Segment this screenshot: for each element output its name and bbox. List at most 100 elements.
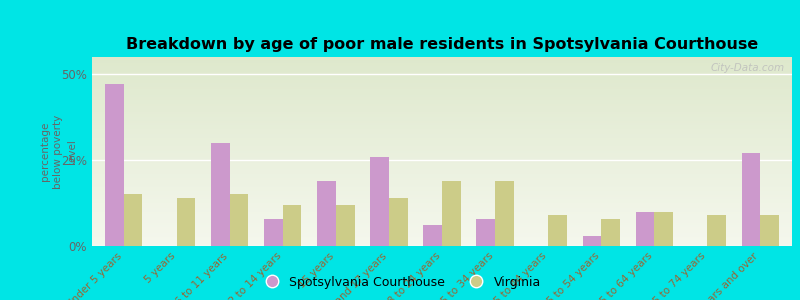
Bar (92, 152, 792, 153)
Bar (92, 199, 792, 201)
Bar (92, 114, 792, 116)
Bar (92, 240, 792, 242)
Bar (92, 136, 792, 138)
Bar (92, 91, 792, 93)
Bar (318, 181, 336, 246)
Bar (92, 202, 792, 204)
Bar (92, 102, 792, 104)
Bar (92, 78, 792, 80)
Title: Breakdown by age of poor male residents in Spotsylvania Courthouse: Breakdown by age of poor male residents … (126, 37, 758, 52)
Bar (92, 170, 792, 172)
Bar (92, 169, 792, 170)
Bar (92, 242, 792, 244)
Bar (92, 176, 792, 178)
Bar (92, 64, 792, 66)
Bar (92, 155, 792, 157)
Bar (92, 218, 792, 220)
Bar (92, 227, 792, 229)
Bar (177, 198, 195, 246)
Bar (92, 112, 792, 114)
Bar (92, 159, 792, 161)
Bar (92, 225, 792, 227)
Bar (92, 125, 792, 127)
Bar (92, 104, 792, 106)
Bar (548, 215, 566, 246)
Bar (92, 76, 792, 78)
Bar (92, 197, 792, 199)
Bar (92, 80, 792, 82)
Bar (92, 189, 792, 191)
Bar (92, 144, 792, 146)
Bar (92, 157, 792, 159)
Bar (92, 163, 792, 165)
Bar (370, 157, 389, 246)
Bar (92, 174, 792, 176)
Bar (92, 212, 792, 214)
Bar (336, 205, 354, 246)
Bar (635, 212, 654, 246)
Bar (92, 108, 792, 110)
Bar (92, 210, 792, 212)
Bar (92, 72, 792, 74)
Bar (92, 165, 792, 167)
Bar (92, 85, 792, 87)
Bar (92, 182, 792, 184)
Bar (92, 74, 792, 76)
Bar (92, 244, 792, 246)
Text: City-Data.com: City-Data.com (711, 63, 785, 73)
Bar (92, 236, 792, 238)
Bar (92, 95, 792, 97)
Bar (92, 150, 792, 152)
Bar (92, 134, 792, 136)
Bar (92, 133, 792, 134)
Bar (389, 198, 407, 246)
Bar (92, 99, 792, 100)
Bar (92, 89, 792, 91)
Bar (92, 57, 792, 59)
Y-axis label: percentage
below poverty
level: percentage below poverty level (40, 114, 77, 189)
Bar (477, 218, 495, 246)
Bar (92, 229, 792, 231)
Bar (92, 66, 792, 68)
Bar (92, 220, 792, 221)
Bar (92, 146, 792, 148)
Bar (92, 235, 792, 236)
Bar (92, 127, 792, 129)
Bar (106, 85, 124, 246)
Bar (92, 216, 792, 218)
Bar (92, 180, 792, 182)
Legend: Spotsylvania Courthouse, Virginia: Spotsylvania Courthouse, Virginia (254, 271, 546, 294)
Bar (495, 181, 514, 246)
Bar (92, 82, 792, 83)
Bar (92, 204, 792, 206)
Bar (442, 181, 461, 246)
Bar (92, 68, 792, 70)
Bar (92, 191, 792, 193)
Bar (92, 138, 792, 140)
Bar (92, 123, 792, 125)
Bar (92, 233, 792, 235)
Bar (92, 231, 792, 233)
Bar (230, 194, 249, 246)
Bar (92, 129, 792, 131)
Bar (92, 208, 792, 210)
Bar (283, 205, 302, 246)
Bar (92, 188, 792, 189)
Bar (211, 143, 230, 246)
Bar (92, 238, 792, 240)
Bar (92, 63, 792, 64)
Bar (92, 153, 792, 155)
Bar (760, 215, 778, 246)
Bar (92, 70, 792, 72)
Bar (92, 131, 792, 133)
Bar (582, 236, 601, 246)
Bar (92, 140, 792, 142)
Bar (92, 214, 792, 216)
Bar (92, 110, 792, 112)
Bar (92, 172, 792, 174)
Bar (601, 218, 620, 246)
Bar (92, 118, 792, 119)
Bar (92, 87, 792, 89)
Bar (742, 153, 760, 246)
Bar (92, 116, 792, 118)
